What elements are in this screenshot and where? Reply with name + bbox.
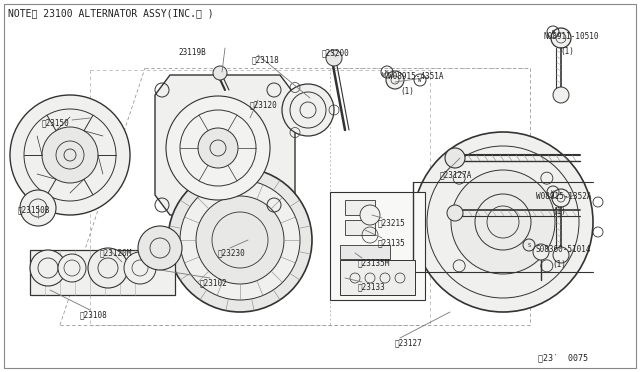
Text: W08915-1352A: W08915-1352A bbox=[536, 192, 591, 201]
Text: W: W bbox=[419, 77, 422, 83]
Text: ※23150: ※23150 bbox=[42, 118, 70, 127]
Circle shape bbox=[533, 244, 549, 260]
Bar bbox=[330, 192, 425, 300]
Text: W08915-4351A: W08915-4351A bbox=[388, 72, 444, 81]
Circle shape bbox=[552, 189, 570, 207]
Text: (1): (1) bbox=[552, 260, 566, 269]
Bar bbox=[30, 250, 175, 295]
Circle shape bbox=[198, 128, 238, 168]
Text: N: N bbox=[552, 29, 555, 35]
Text: S08360-51014: S08360-51014 bbox=[536, 245, 591, 254]
Circle shape bbox=[168, 168, 312, 312]
Text: ※23127: ※23127 bbox=[395, 338, 423, 347]
Text: ※23200: ※23200 bbox=[322, 48, 349, 57]
Text: ※23108: ※23108 bbox=[80, 310, 108, 319]
Circle shape bbox=[282, 84, 334, 136]
Text: ※23135M: ※23135M bbox=[358, 258, 390, 267]
Circle shape bbox=[445, 148, 465, 168]
Circle shape bbox=[138, 226, 182, 270]
Circle shape bbox=[166, 96, 270, 200]
Text: ※23120M: ※23120M bbox=[100, 248, 132, 257]
Circle shape bbox=[196, 196, 284, 284]
Circle shape bbox=[213, 66, 227, 80]
Circle shape bbox=[124, 252, 156, 284]
Circle shape bbox=[553, 247, 569, 263]
Circle shape bbox=[30, 250, 66, 286]
Circle shape bbox=[553, 87, 569, 103]
Circle shape bbox=[386, 71, 404, 89]
Circle shape bbox=[20, 190, 56, 226]
Text: ※23133: ※23133 bbox=[358, 282, 386, 291]
Text: ※23120: ※23120 bbox=[250, 100, 278, 109]
Text: (1): (1) bbox=[560, 47, 574, 56]
Circle shape bbox=[427, 146, 579, 298]
Text: ※23230: ※23230 bbox=[218, 248, 246, 257]
Text: ※23127A: ※23127A bbox=[440, 170, 472, 179]
Bar bbox=[340, 245, 390, 259]
Text: ※23135: ※23135 bbox=[378, 238, 406, 247]
Circle shape bbox=[326, 50, 342, 66]
Text: 23119B: 23119B bbox=[178, 48, 205, 57]
Text: ※23150B: ※23150B bbox=[18, 205, 51, 214]
Circle shape bbox=[10, 95, 130, 215]
Bar bbox=[340, 260, 415, 295]
Text: (1): (1) bbox=[552, 207, 566, 216]
Text: ※23215: ※23215 bbox=[378, 218, 406, 227]
Text: W: W bbox=[382, 72, 386, 78]
Circle shape bbox=[413, 132, 593, 312]
Circle shape bbox=[58, 254, 86, 282]
Text: W: W bbox=[552, 189, 555, 195]
Text: S: S bbox=[527, 243, 531, 247]
Text: (1): (1) bbox=[400, 87, 414, 96]
Circle shape bbox=[447, 205, 463, 221]
Text: N08911-10510: N08911-10510 bbox=[544, 32, 600, 41]
Bar bbox=[345, 200, 375, 215]
Bar bbox=[345, 220, 375, 235]
Circle shape bbox=[451, 170, 555, 274]
Circle shape bbox=[88, 248, 128, 288]
Text: ※23′  0075: ※23′ 0075 bbox=[538, 353, 588, 362]
Circle shape bbox=[551, 28, 571, 48]
Polygon shape bbox=[155, 75, 295, 215]
Circle shape bbox=[42, 127, 98, 183]
Text: W: W bbox=[385, 70, 388, 74]
Text: ※23118: ※23118 bbox=[252, 55, 280, 64]
Text: ※23102: ※23102 bbox=[200, 278, 228, 287]
Text: NOTE〉 23100 ALTERNATOR ASSY(INC.※ ): NOTE〉 23100 ALTERNATOR ASSY(INC.※ ) bbox=[8, 8, 214, 18]
Circle shape bbox=[180, 180, 300, 300]
Circle shape bbox=[360, 205, 380, 225]
